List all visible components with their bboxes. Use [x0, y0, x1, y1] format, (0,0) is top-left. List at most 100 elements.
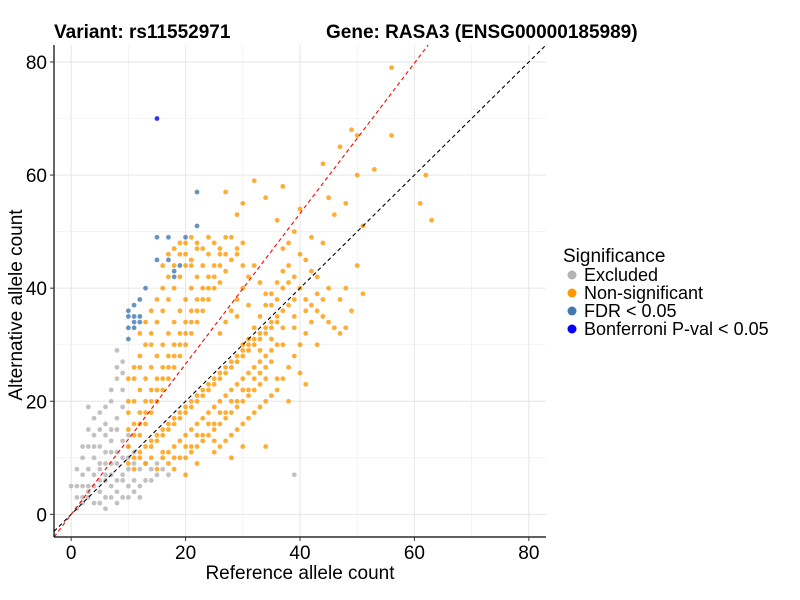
point-non-significant [148, 410, 154, 415]
point-excluded [148, 478, 154, 483]
legend-label-excluded: Excluded [584, 265, 658, 285]
point-non-significant [211, 438, 217, 444]
point-non-significant [240, 285, 246, 291]
point-non-significant [251, 410, 257, 415]
point-excluded [97, 410, 103, 415]
point-non-significant [280, 183, 286, 189]
point-non-significant [200, 263, 206, 268]
point-non-significant [371, 167, 377, 172]
point-excluded [166, 472, 171, 478]
point-non-significant [166, 364, 171, 370]
legend-key-bonferroni-p-val-0-05 [567, 324, 577, 334]
point-non-significant [389, 133, 394, 138]
point-excluded [125, 483, 131, 489]
point-fdr-0-05 [166, 257, 171, 263]
point-non-significant [228, 308, 234, 314]
point-non-significant [188, 398, 194, 404]
point-non-significant [160, 432, 166, 438]
point-non-significant [274, 217, 280, 223]
point-non-significant [291, 274, 297, 280]
point-excluded [85, 466, 91, 472]
point-non-significant [183, 331, 188, 336]
point-non-significant [228, 432, 234, 438]
point-excluded [108, 398, 114, 404]
point-non-significant [240, 353, 246, 359]
point-non-significant [177, 331, 183, 336]
point-excluded [85, 483, 91, 489]
point-non-significant [223, 319, 229, 325]
point-non-significant [320, 240, 326, 246]
point-non-significant [303, 381, 309, 387]
point-fdr-0-05 [194, 189, 200, 195]
point-fdr-0-05 [194, 223, 200, 229]
point-non-significant [263, 444, 269, 449]
point-non-significant [177, 308, 183, 314]
point-excluded [114, 427, 120, 432]
point-fdr-0-05 [171, 268, 177, 274]
point-non-significant [125, 461, 131, 466]
point-fdr-0-05 [125, 325, 131, 331]
point-excluded [108, 495, 114, 500]
point-excluded [291, 472, 297, 478]
point-non-significant [188, 234, 194, 240]
point-non-significant [188, 449, 194, 455]
point-excluded [120, 478, 126, 483]
point-non-significant [177, 415, 183, 421]
point-non-significant [211, 376, 217, 382]
legend-title: Significance [563, 246, 665, 267]
point-non-significant [200, 387, 206, 393]
point-non-significant [337, 297, 343, 302]
point-non-significant [183, 410, 188, 415]
point-non-significant [171, 415, 177, 421]
point-non-significant [343, 285, 349, 291]
point-excluded [114, 461, 120, 466]
point-excluded [85, 427, 91, 432]
legend-key-excluded [567, 270, 577, 280]
point-non-significant [263, 398, 269, 404]
point-non-significant [154, 466, 160, 472]
point-non-significant [194, 308, 200, 314]
point-fdr-0-05 [166, 234, 171, 240]
point-non-significant [314, 308, 320, 314]
point-non-significant [148, 364, 154, 370]
point-excluded [125, 495, 131, 500]
point-non-significant [303, 297, 309, 302]
point-excluded [68, 483, 74, 489]
point-excluded [103, 421, 108, 427]
point-non-significant [257, 404, 263, 410]
reference-line-fitted [53, 44, 429, 538]
legend-label-fdr-0-05: FDR < 0.05 [584, 301, 677, 321]
point-non-significant [228, 387, 234, 393]
point-non-significant [234, 212, 240, 218]
point-non-significant [177, 353, 183, 359]
point-non-significant [154, 432, 160, 438]
point-non-significant [171, 353, 177, 359]
point-non-significant [188, 404, 194, 410]
point-non-significant [228, 257, 234, 263]
point-non-significant [417, 200, 423, 206]
point-non-significant [223, 364, 229, 370]
point-non-significant [343, 325, 349, 331]
point-excluded [97, 489, 103, 495]
point-excluded [80, 495, 85, 500]
point-non-significant [223, 251, 229, 257]
point-non-significant [194, 432, 200, 438]
point-non-significant [160, 376, 166, 382]
point-non-significant [183, 297, 188, 302]
point-non-significant [269, 325, 274, 331]
point-non-significant [217, 280, 223, 285]
point-fdr-0-05 [131, 319, 137, 325]
point-non-significant [125, 376, 131, 382]
point-non-significant [143, 319, 148, 325]
point-non-significant [274, 314, 280, 319]
point-non-significant [286, 302, 291, 308]
point-fdr-0-05 [137, 319, 143, 325]
point-non-significant [240, 263, 246, 268]
point-non-significant [223, 189, 229, 195]
point-non-significant [228, 398, 234, 404]
point-non-significant [280, 325, 286, 331]
point-excluded [143, 478, 148, 483]
point-non-significant [217, 444, 223, 449]
point-non-significant [211, 404, 217, 410]
point-non-significant [194, 240, 200, 246]
